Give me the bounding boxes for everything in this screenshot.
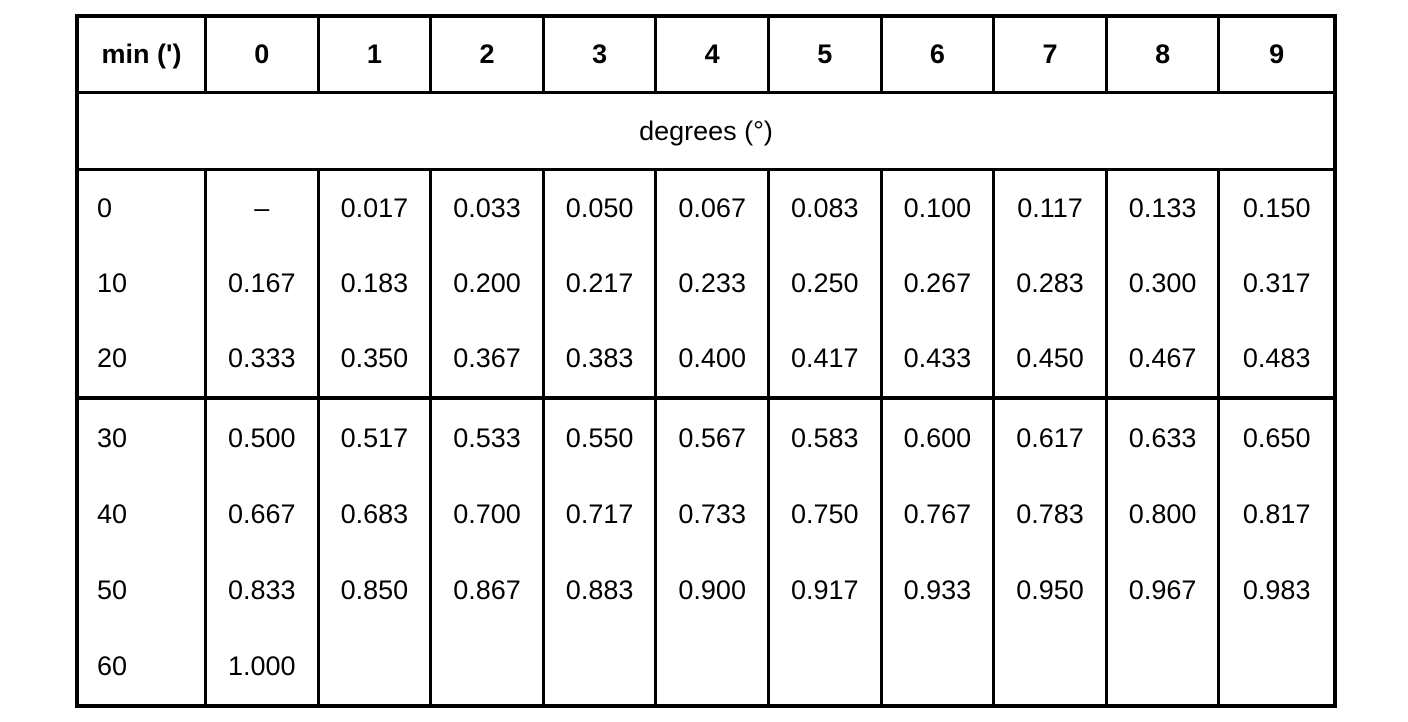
value-cell: 0.367 xyxy=(432,321,545,396)
col-header-0: 0 xyxy=(207,18,320,91)
value-cell: 0.483 xyxy=(1242,343,1311,373)
col-header-1: 1 xyxy=(320,18,433,91)
col-header-6: 6 xyxy=(883,18,996,91)
value-cell: 0.033 xyxy=(432,171,545,246)
row-label-60: 60 xyxy=(79,628,207,704)
col-header-2: 2 xyxy=(432,18,545,91)
value-cell: 0.983 xyxy=(1242,574,1311,605)
value-cell: 0.950 xyxy=(995,552,1108,628)
value-cell: 0.450 xyxy=(995,321,1108,396)
value-cell: 0.300 xyxy=(1108,246,1221,321)
value-cell: 0.583 xyxy=(770,400,883,476)
value-cell: 0.683 xyxy=(320,476,433,552)
value-cell xyxy=(1108,628,1221,704)
value-cell: 0.967 xyxy=(1108,552,1221,628)
row-label-40: 40 xyxy=(79,476,207,552)
value-cell: 0.417 xyxy=(770,321,883,396)
value-cell: 0.433 xyxy=(883,321,996,396)
value-cell: 0.333 xyxy=(207,321,320,396)
value-cell: 0.933 xyxy=(883,552,996,628)
value-cell: 0.217 xyxy=(545,246,658,321)
value-cell: 0.550 xyxy=(545,400,658,476)
col-header-3: 3 xyxy=(545,18,658,91)
value-cell: 0.117 xyxy=(995,171,1108,246)
value-cell: 0.183 xyxy=(320,246,433,321)
value-cell: 0.200 xyxy=(432,246,545,321)
value-cell: 0.167 xyxy=(207,246,320,321)
value-cell: 0.783 xyxy=(995,476,1108,552)
row-group-0-20: 0 – 0.017 0.033 0.050 0.067 0.083 0.100 … xyxy=(79,171,1333,400)
value-cell: 0.900 xyxy=(657,552,770,628)
value-cell: 0.100 xyxy=(883,171,996,246)
value-cell: 0.400 xyxy=(657,321,770,396)
row-label-50: 50 xyxy=(79,552,207,628)
row-label-10: 10 xyxy=(79,246,207,321)
value-cell: 0.633 xyxy=(1108,400,1221,476)
value-cell: 0.717 xyxy=(545,476,658,552)
value-cell: 0.617 xyxy=(995,400,1108,476)
row-label-20: 20 xyxy=(79,321,207,396)
value-cell: 0.800 xyxy=(1108,476,1221,552)
value-cell: 0.883 xyxy=(545,552,658,628)
value-cell: 0.517 xyxy=(320,400,433,476)
value-cell: 0.233 xyxy=(657,246,770,321)
value-cell: 0.767 xyxy=(883,476,996,552)
minutes-to-degrees-table: min (') 0 1 2 3 4 5 6 7 8 9 degrees (°) … xyxy=(75,14,1337,708)
row-group-30-60: 30 0.500 0.517 0.533 0.550 0.567 0.583 0… xyxy=(79,400,1333,704)
col-header-8: 8 xyxy=(1108,18,1221,91)
value-cell xyxy=(320,628,433,704)
value-cell: 0.283 xyxy=(995,246,1108,321)
value-cell: 0.650 xyxy=(1242,422,1311,453)
value-cell: 0.383 xyxy=(545,321,658,396)
value-cell: 0.067 xyxy=(657,171,770,246)
value-cell: 0.667 xyxy=(207,476,320,552)
value-cell: 0.867 xyxy=(432,552,545,628)
value-cell: 0.083 xyxy=(770,171,883,246)
degrees-span-row: degrees (°) xyxy=(79,94,1333,171)
value-cell: 1.000 xyxy=(207,628,320,704)
degrees-span-label: degrees (°) xyxy=(639,115,773,146)
value-cell: 0.917 xyxy=(770,552,883,628)
table-header-row: min (') 0 1 2 3 4 5 6 7 8 9 xyxy=(79,18,1333,94)
value-cell xyxy=(432,628,545,704)
value-cell xyxy=(770,628,883,704)
col-header-7: 7 xyxy=(995,18,1108,91)
value-cell: 0.017 xyxy=(320,171,433,246)
col-header-5: 5 xyxy=(770,18,883,91)
value-cell: 0.750 xyxy=(770,476,883,552)
row-label-0: 0 xyxy=(79,171,207,246)
value-cell: 0.350 xyxy=(320,321,433,396)
row-label-30: 30 xyxy=(79,400,207,476)
value-cell: 0.050 xyxy=(545,171,658,246)
value-cell: 0.733 xyxy=(657,476,770,552)
value-cell: 0.567 xyxy=(657,400,770,476)
value-cell: 0.150 xyxy=(1242,193,1311,223)
value-cell: 0.267 xyxy=(883,246,996,321)
corner-header-cell: min (') xyxy=(79,18,207,91)
value-cell xyxy=(995,628,1108,704)
col-header-9: 9 xyxy=(1269,39,1285,69)
value-cell xyxy=(545,628,658,704)
value-cell: 0.133 xyxy=(1108,171,1221,246)
value-cell: 0.467 xyxy=(1108,321,1221,396)
value-cell: 0.700 xyxy=(432,476,545,552)
value-cell: 0.833 xyxy=(207,552,320,628)
value-cell: 0.533 xyxy=(432,400,545,476)
value-cell: 0.850 xyxy=(320,552,433,628)
value-cell: 0.600 xyxy=(883,400,996,476)
value-cell xyxy=(657,628,770,704)
col-header-4: 4 xyxy=(657,18,770,91)
value-cell: 0.817 xyxy=(1242,498,1311,529)
value-cell: 0.317 xyxy=(1242,268,1311,298)
value-cell: 0.500 xyxy=(207,400,320,476)
value-cell: – xyxy=(207,171,320,246)
value-cell xyxy=(1220,628,1333,704)
value-cell: 0.250 xyxy=(770,246,883,321)
value-cell xyxy=(883,628,996,704)
